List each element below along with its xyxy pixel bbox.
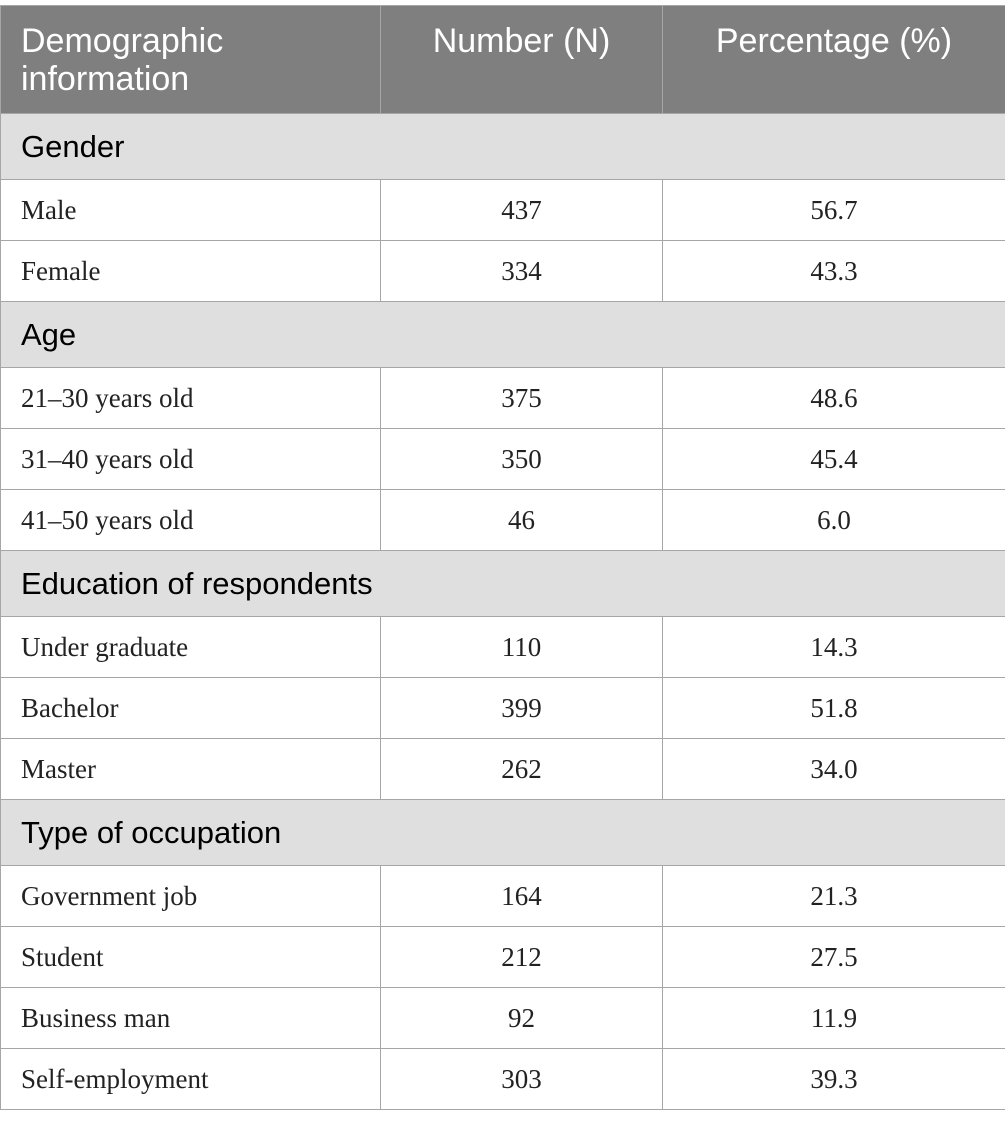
data-row: Self-employment 303 39.3: [0, 1048, 1005, 1110]
data-row: Student 212 27.5: [0, 926, 1005, 988]
value-cell: 11.9: [662, 987, 1005, 1049]
data-row: 31–40 years old 350 45.4: [0, 428, 1005, 490]
row-label: Government job: [0, 865, 381, 927]
row-label: Female: [0, 240, 381, 302]
value-cell: 14.3: [662, 616, 1005, 678]
header-cell: Demographic information: [0, 5, 381, 114]
row-label: Business man: [0, 987, 381, 1049]
value-cell: 56.7: [662, 179, 1005, 241]
value-cell: 21.3: [662, 865, 1005, 927]
section-title: Type of occupation: [0, 799, 1005, 866]
data-row: Female 334 43.3: [0, 240, 1005, 302]
value-cell: 6.0: [662, 489, 1005, 551]
value-cell: 27.5: [662, 926, 1005, 988]
value-cell: 350: [380, 428, 663, 490]
value-cell: 437: [380, 179, 663, 241]
row-label: 21–30 years old: [0, 367, 381, 429]
section-row: Education of respondents: [0, 550, 1005, 617]
header-row: Demographic information Number (N) Percent…: [0, 5, 1005, 114]
section-title: Education of respondents: [0, 550, 1005, 617]
row-label: Master: [0, 738, 381, 800]
value-cell: 110: [380, 616, 663, 678]
value-cell: 212: [380, 926, 663, 988]
section-row: Age: [0, 301, 1005, 368]
data-row: Under graduate 110 14.3: [0, 616, 1005, 678]
section-row: Type of occupation: [0, 799, 1005, 866]
data-row: Master 262 34.0: [0, 738, 1005, 800]
value-cell: 375: [380, 367, 663, 429]
value-cell: 303: [380, 1048, 663, 1110]
value-cell: 164: [380, 865, 663, 927]
row-label: 41–50 years old: [0, 489, 381, 551]
row-label: Male: [0, 179, 381, 241]
header-cell: Percentage (%): [662, 5, 1005, 114]
data-row: Government job 164 21.3: [0, 865, 1005, 927]
section-title: Gender: [0, 113, 1005, 180]
header-cell: Number (N): [380, 5, 663, 114]
data-row: Business man 92 11.9: [0, 987, 1005, 1049]
value-cell: 34.0: [662, 738, 1005, 800]
row-label: Self-employment: [0, 1048, 381, 1110]
section-title: Age: [0, 301, 1005, 368]
data-row: Male 437 56.7: [0, 179, 1005, 241]
row-label: Under graduate: [0, 616, 381, 678]
value-cell: 399: [380, 677, 663, 739]
value-cell: 39.3: [662, 1048, 1005, 1110]
value-cell: 45.4: [662, 428, 1005, 490]
row-label: 31–40 years old: [0, 428, 381, 490]
value-cell: 262: [380, 738, 663, 800]
value-cell: 334: [380, 240, 663, 302]
value-cell: 48.6: [662, 367, 1005, 429]
value-cell: 43.3: [662, 240, 1005, 302]
data-row: 41–50 years old 46 6.0: [0, 489, 1005, 551]
value-cell: 92: [380, 987, 663, 1049]
data-row: Bachelor 399 51.8: [0, 677, 1005, 739]
value-cell: 46: [380, 489, 663, 551]
row-label: Bachelor: [0, 677, 381, 739]
data-row: 21–30 years old 375 48.6: [0, 367, 1005, 429]
value-cell: 51.8: [662, 677, 1005, 739]
demographics-table: Demographic information Number (N) Percent…: [0, 5, 1005, 1110]
row-label: Student: [0, 926, 381, 988]
section-row: Gender: [0, 113, 1005, 180]
